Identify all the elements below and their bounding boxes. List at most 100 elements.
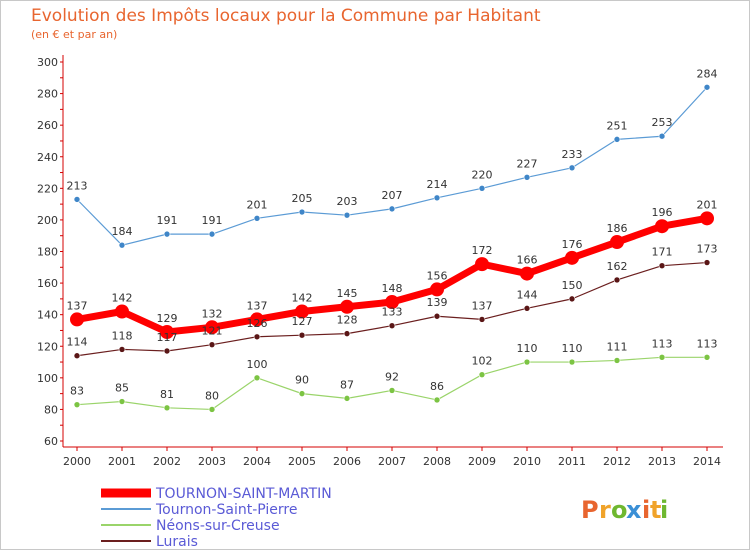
data-label: 227	[517, 157, 538, 170]
data-point	[343, 330, 351, 337]
data-point	[478, 316, 486, 323]
data-point	[478, 185, 486, 192]
data-label: 142	[112, 292, 133, 305]
y-tick-label: 80	[44, 403, 58, 416]
data-label: 80	[205, 389, 219, 402]
data-label: 111	[607, 340, 628, 353]
data-point	[253, 374, 261, 382]
data-point	[73, 352, 81, 360]
data-point	[70, 312, 84, 327]
data-point	[253, 333, 261, 341]
x-tick-label: 2012	[603, 455, 631, 468]
data-label: 118	[112, 329, 133, 342]
data-point	[163, 347, 171, 355]
data-point	[658, 262, 666, 270]
data-label: 113	[697, 337, 718, 350]
data-label: 127	[292, 315, 313, 328]
data-point	[388, 322, 396, 330]
data-point	[73, 401, 81, 408]
data-point	[208, 341, 216, 348]
x-tick-label: 2011	[558, 455, 586, 468]
data-label: 207	[382, 189, 403, 202]
y-tick-label: 300	[37, 56, 58, 69]
legend-item: Néons-sur-Creuse	[101, 518, 280, 534]
data-point	[703, 259, 711, 266]
data-label: 184	[112, 225, 133, 238]
data-point	[208, 230, 216, 238]
data-point	[298, 390, 306, 397]
logo-letter: i	[660, 496, 668, 524]
data-label: 150	[562, 279, 583, 292]
data-label: 203	[337, 195, 358, 208]
x-tick-label: 2014	[693, 455, 721, 468]
y-tick-label: 220	[37, 182, 58, 195]
data-point	[340, 299, 354, 314]
x-tick-label: 2008	[423, 455, 451, 468]
data-point	[298, 208, 306, 216]
data-label: 139	[427, 296, 448, 309]
x-tick-label: 2013	[648, 455, 676, 468]
data-label: 284	[697, 67, 718, 80]
data-label: 251	[607, 119, 628, 132]
data-point	[568, 164, 576, 172]
y-tick-label: 180	[37, 246, 58, 259]
data-point	[658, 354, 666, 361]
x-tick-label: 2000	[63, 455, 91, 468]
data-label: 213	[67, 179, 88, 192]
legend-label: Néons-sur-Creuse	[156, 518, 280, 534]
legend-label: Tournon-Saint-Pierre	[155, 502, 297, 518]
data-point	[568, 295, 576, 303]
data-label: 214	[427, 178, 448, 191]
data-label: 81	[160, 388, 174, 401]
data-label: 176	[562, 238, 583, 251]
data-point	[655, 219, 669, 234]
data-label: 173	[697, 243, 718, 256]
data-point	[475, 257, 489, 272]
data-point	[658, 132, 666, 140]
data-label: 191	[157, 214, 178, 227]
logo-letter: o	[611, 496, 628, 524]
data-label: 201	[697, 198, 718, 211]
x-tick-label: 2002	[153, 455, 181, 468]
data-label: 166	[517, 254, 538, 267]
data-point	[433, 396, 441, 404]
data-label: 220	[472, 168, 493, 181]
logo-letter: P	[581, 496, 599, 524]
logo-letter: t	[650, 496, 661, 524]
data-label: 186	[607, 222, 628, 235]
data-label: 114	[67, 336, 88, 349]
data-label: 133	[382, 306, 403, 319]
data-point	[613, 357, 621, 364]
logo-letter: i	[642, 496, 650, 524]
data-label: 117	[157, 331, 178, 344]
data-label: 110	[562, 342, 583, 355]
data-point	[343, 211, 351, 219]
data-label: 145	[337, 287, 358, 300]
data-label: 132	[202, 307, 223, 320]
data-label: 156	[427, 269, 448, 282]
data-point	[118, 346, 126, 353]
data-point	[208, 406, 216, 413]
x-tick-label: 2001	[108, 455, 136, 468]
y-tick-label: 60	[44, 435, 58, 448]
y-tick-label: 100	[37, 372, 58, 385]
data-label: 137	[67, 299, 88, 312]
legend-item: Tournon-Saint-Pierre	[101, 502, 297, 518]
data-point	[250, 312, 264, 327]
data-point	[565, 250, 579, 265]
legend-label: TOURNON-SAINT-MARTIN	[155, 486, 332, 502]
data-point	[433, 194, 441, 202]
y-tick-label: 280	[37, 88, 58, 101]
data-point	[523, 358, 531, 366]
data-label: 92	[385, 370, 399, 383]
series-tournon-saint-pierre	[73, 83, 711, 249]
data-label: 196	[652, 206, 673, 219]
data-label: 83	[70, 385, 84, 398]
data-point	[160, 325, 174, 340]
data-label: 121	[202, 325, 223, 338]
y-tick-label: 160	[37, 277, 58, 290]
data-point	[163, 404, 171, 412]
legend-item: TOURNON-SAINT-MARTIN	[101, 486, 332, 502]
